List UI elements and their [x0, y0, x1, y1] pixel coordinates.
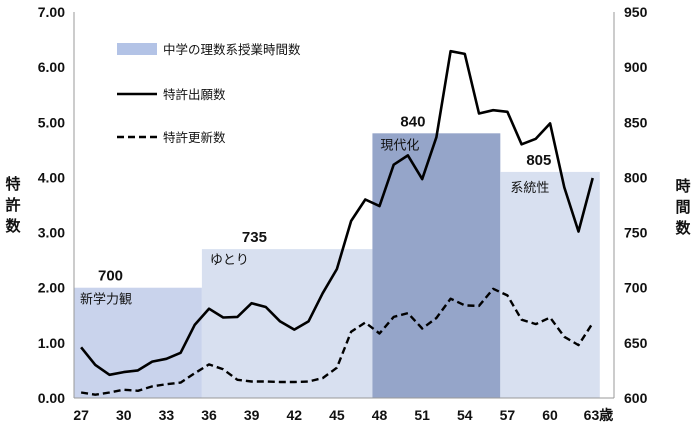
- series-line-1: [80, 287, 594, 396]
- y-right-tick-label: 800: [624, 169, 648, 185]
- x-tick-label: 45: [329, 407, 345, 423]
- legend-swatch-bar: [117, 43, 157, 55]
- x-tick-label: 27: [73, 407, 89, 423]
- x-tick-label: 36: [201, 407, 217, 423]
- era-name-2: 現代化: [380, 138, 419, 153]
- x-tick-label: 33: [159, 407, 175, 423]
- y-left-tick-label: 5.00: [38, 114, 65, 130]
- x-tick-label: 63歳: [584, 407, 614, 423]
- y-left-tick-label: 7.00: [38, 4, 65, 20]
- era-name-0: 新学力観: [80, 292, 132, 308]
- x-tick-label: 60: [542, 407, 558, 423]
- era-bar-2: [372, 133, 501, 399]
- y-left-tick-label: 6.00: [38, 59, 65, 75]
- era-value-2: 840: [400, 113, 425, 130]
- x-tick-label: 54: [457, 407, 473, 423]
- era-bar-1: [201, 249, 373, 398]
- axis-ticks: 0.00 1.00 2.00 3.00 4.00 5.00 6.00 7.00 600 650 70…: [38, 4, 648, 423]
- y-left-tick-label: 0.00: [38, 390, 65, 406]
- x-tick-label: 48: [372, 407, 388, 423]
- legend-label-solid: 特許出願数: [163, 87, 226, 102]
- y-right-tick-label: 750: [624, 225, 648, 241]
- y-left-tick-label: 4.00: [38, 169, 65, 185]
- series-lines: [80, 49, 594, 396]
- axis-titles: 特許数 時間数: [5, 175, 691, 237]
- era-bars: 700 新学力観 735 ゆとり 840 現代化 805 系統性: [74, 113, 600, 399]
- y-right-tick-label: 650: [624, 335, 648, 351]
- x-tick-label: 51: [414, 407, 430, 423]
- y-right-tick-label: 850: [624, 114, 648, 130]
- era-bar-0: [74, 287, 202, 398]
- legend-label-dashed: 特許更新数: [163, 130, 226, 145]
- y-left-tick-label: 1.00: [38, 335, 65, 351]
- y-left-tick-label: 2.00: [38, 280, 65, 296]
- y-right-tick-label: 950: [624, 4, 648, 20]
- era-name-3: 系統性: [510, 181, 549, 196]
- era-value-3: 805: [526, 152, 551, 169]
- x-tick-label: 42: [286, 407, 302, 423]
- era-value-1: 735: [242, 229, 267, 246]
- legend-label-bar: 中学の理数系授業時間数: [163, 42, 301, 57]
- y-right-tick-label: 700: [624, 280, 648, 296]
- x-tick-label: 39: [244, 407, 260, 423]
- y-left-title: 特許数: [5, 175, 21, 235]
- series-line-0: [80, 49, 594, 377]
- y-right-title: 時間数: [675, 177, 691, 237]
- y-right-tick-label: 600: [624, 390, 648, 406]
- plot-frame: [73, 12, 615, 399]
- y-left-tick-label: 3.00: [38, 225, 65, 241]
- era-value-0: 700: [98, 268, 123, 285]
- x-tick-label: 30: [116, 407, 132, 423]
- era-name-1: ゆとり: [210, 253, 249, 268]
- x-tick-label: 57: [500, 407, 516, 423]
- y-right-tick-label: 900: [624, 59, 648, 75]
